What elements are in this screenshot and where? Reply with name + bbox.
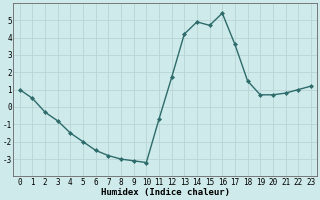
X-axis label: Humidex (Indice chaleur): Humidex (Indice chaleur) bbox=[101, 188, 230, 197]
